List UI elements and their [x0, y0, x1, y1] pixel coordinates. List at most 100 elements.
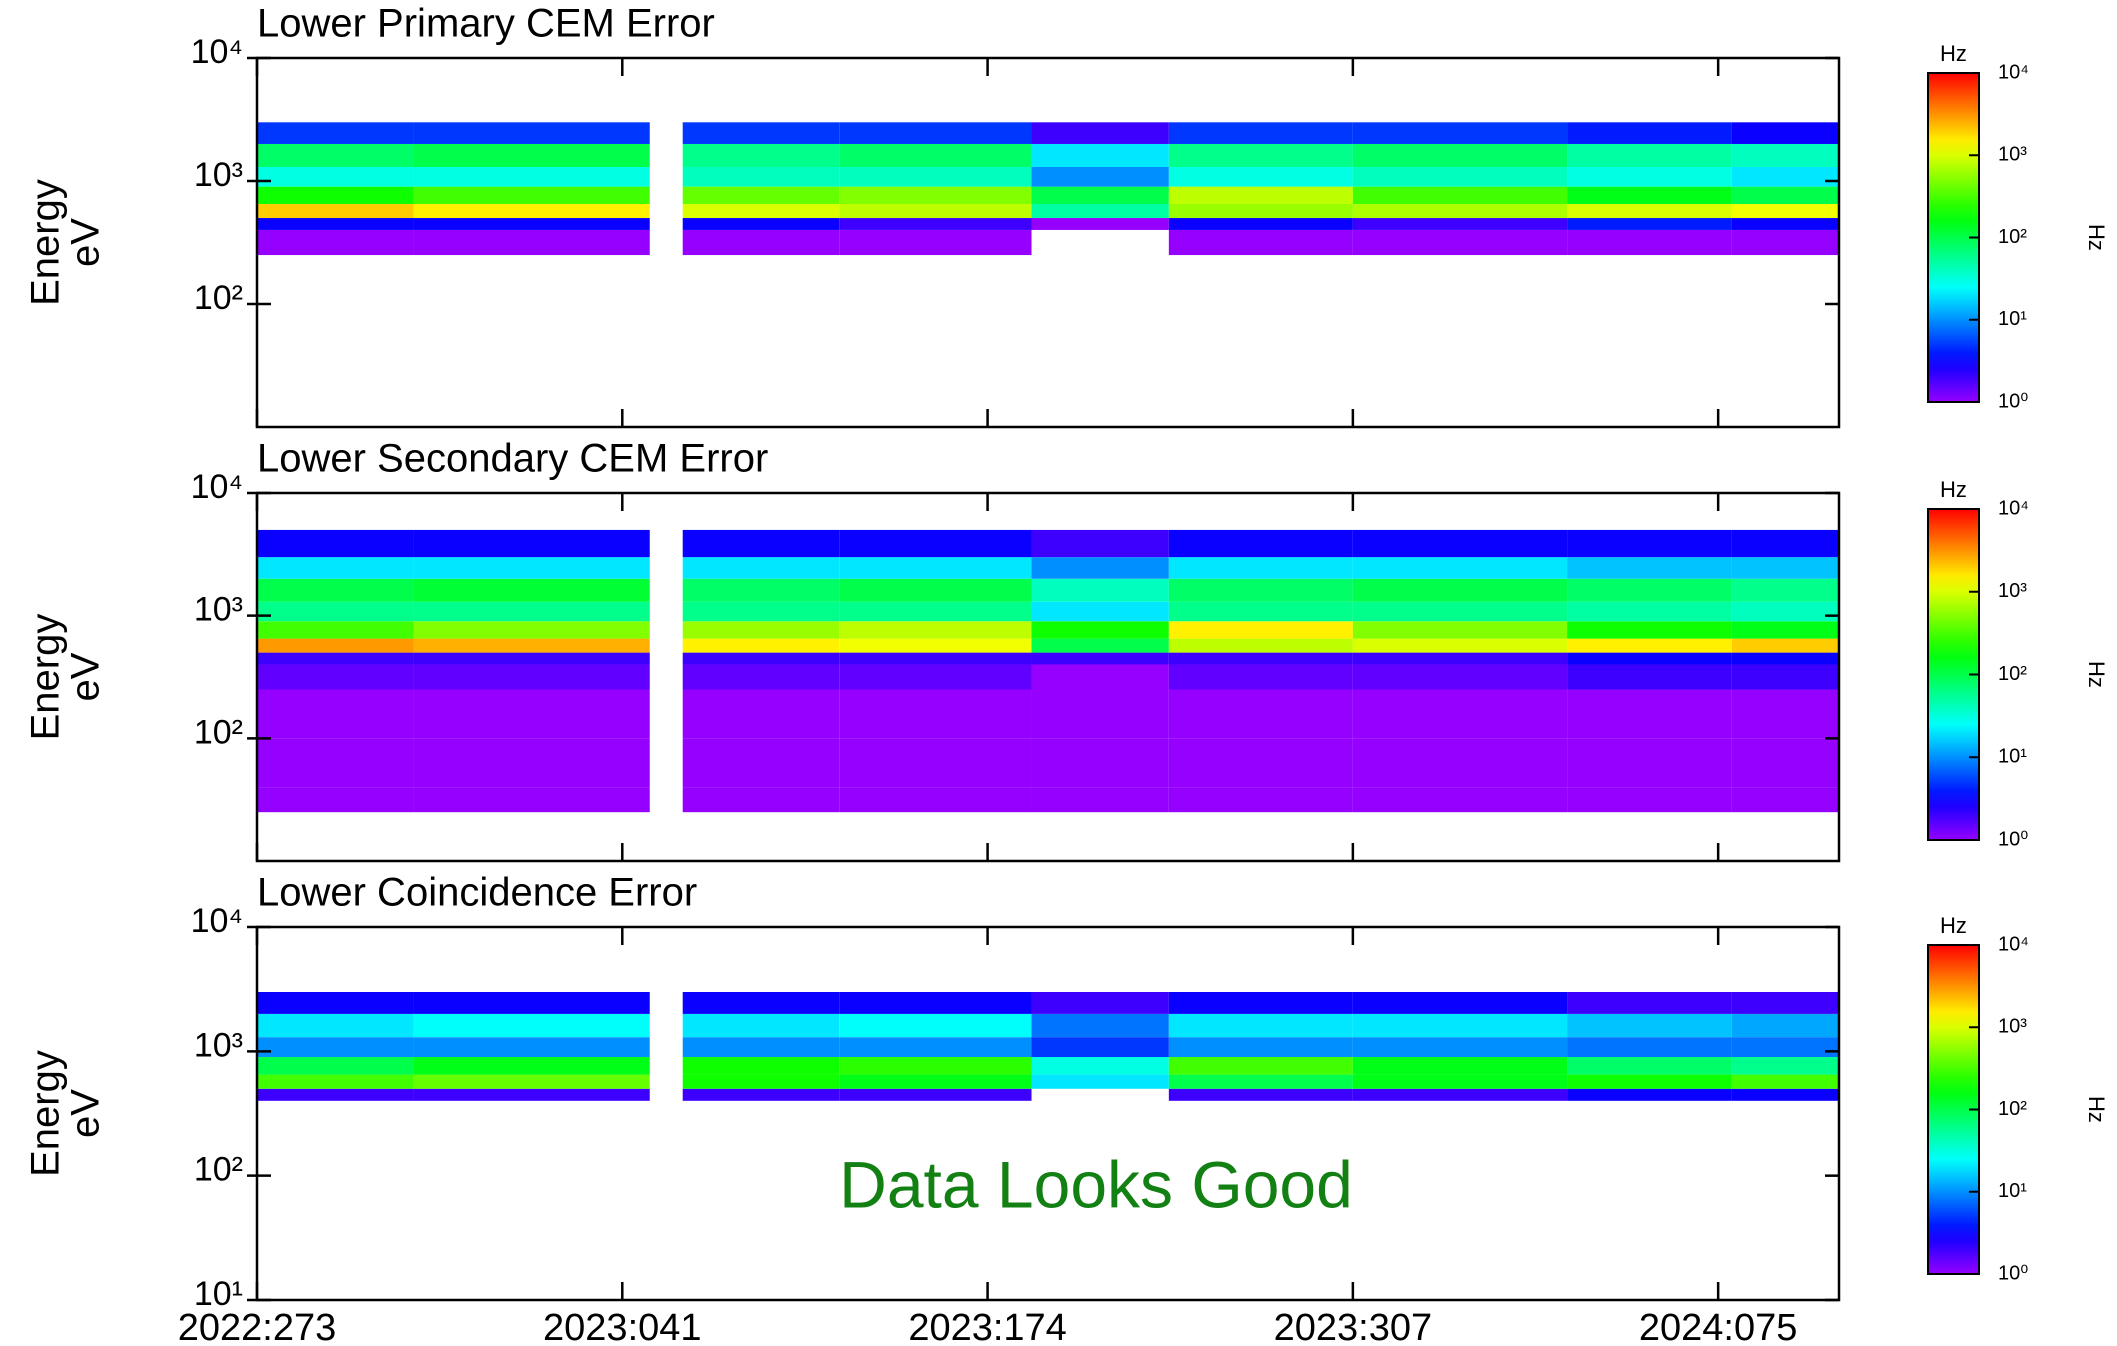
heatmap-cell: [257, 122, 414, 144]
heatmap-cell: [682, 166, 840, 187]
heatmap-cell: [839, 218, 1032, 230]
heatmap-cell: [1567, 621, 1732, 639]
colorbar-tick-label: 10³: [1998, 1016, 2027, 1038]
heatmap-cell: [682, 1037, 840, 1058]
heatmap-cell: [413, 143, 650, 167]
colorbar-tick-label: 10³: [1998, 144, 2027, 166]
heatmap-cell: [682, 218, 840, 230]
heatmap-cell: [1731, 601, 1839, 622]
heatmap-cell: [413, 1074, 650, 1089]
heatmap-cell: [1031, 1057, 1169, 1075]
heatmap-cell: [1567, 664, 1732, 690]
heatmap-cell: [839, 652, 1032, 665]
heatmap-cell: [1731, 738, 1839, 788]
heatmap-cell: [1567, 557, 1732, 579]
heatmap-cell: [1567, 229, 1732, 256]
heatmap-cell: [839, 689, 1032, 739]
heatmap-cell: [1031, 787, 1169, 813]
colorbar-label: Hz: [1940, 477, 1967, 502]
heatmap-cell: [413, 218, 650, 230]
heatmap-cell: [1731, 229, 1839, 256]
heatmap-cell: [1168, 738, 1353, 788]
heatmap-cell: [682, 557, 840, 579]
heatmap-cell: [839, 166, 1032, 187]
heatmap-cell: [1031, 122, 1169, 144]
colorbar-label: Hz: [1940, 913, 1967, 938]
heatmap-cell: [1567, 1037, 1732, 1058]
heatmap-cell: [839, 787, 1032, 813]
heatmap-cell: [682, 787, 840, 813]
heatmap-cell: [257, 166, 414, 187]
heatmap-cell: [1031, 166, 1169, 187]
heatmap-cell: [1168, 229, 1353, 256]
heatmap-cell: [1352, 186, 1568, 205]
heatmap-cell: [839, 738, 1032, 788]
heatmap-cell: [1168, 143, 1353, 167]
heatmap-cell: [1731, 1088, 1839, 1101]
y-tick-label: 10²: [194, 1151, 243, 1189]
heatmap-cell: [1031, 652, 1169, 665]
x-tick-label: 2023:174: [908, 1307, 1067, 1346]
x-tick-label: 2022:273: [178, 1307, 337, 1346]
heatmap-cell: [1567, 218, 1732, 230]
plot-frame: [255, 491, 1841, 863]
heatmap-cell: [413, 1088, 650, 1101]
heatmap-cell: [839, 992, 1032, 1014]
heatmap-cell: [682, 122, 840, 144]
heatmap-cell: [1168, 1074, 1353, 1089]
heatmap-cell: [1567, 186, 1732, 205]
heatmap-cell: [1731, 218, 1839, 230]
annotation: Data Looks Good: [839, 1147, 1353, 1221]
heatmap-cell: [1168, 186, 1353, 205]
heatmap-cell: [1352, 529, 1568, 558]
heatmap-cell: [413, 638, 650, 653]
heatmap-cell: [839, 122, 1032, 144]
heatmap-cell: [1168, 1013, 1353, 1038]
heatmap-cell: [1731, 787, 1839, 813]
heatmap-cell: [1352, 1088, 1568, 1101]
heatmap-cell: [257, 557, 414, 579]
heatmap-cell: [257, 143, 414, 167]
y-tick-label: 10⁴: [191, 902, 243, 940]
heatmap-cell: [1567, 166, 1732, 187]
heatmap-cell: [257, 652, 414, 665]
heatmap-cell: [413, 664, 650, 690]
heatmap-cell: [839, 1088, 1032, 1101]
heatmap-cell: [682, 1088, 840, 1101]
heatmap-cell: [1031, 529, 1169, 558]
heatmap-cell: [1567, 1088, 1732, 1101]
y-tick-label: 10⁴: [191, 33, 243, 71]
heatmap-cell: [839, 186, 1032, 205]
colorbar-tick-label: 10²: [1998, 1098, 2027, 1120]
colorbar-tick-label: 10¹: [1998, 746, 2027, 768]
heatmap-cell: [257, 992, 414, 1014]
y-axis-unit: eV: [64, 218, 108, 267]
heatmap-cell: [682, 143, 840, 167]
heatmap-cell: [1168, 689, 1353, 739]
heatmap-cell: [1168, 652, 1353, 665]
heatmap-cell: [1731, 578, 1839, 602]
heatmap-cell: [682, 1013, 840, 1038]
colorbar-tick-label: 10¹: [1998, 308, 2027, 330]
heatmap-cell: [1567, 992, 1732, 1014]
heatmap-cell: [839, 557, 1032, 579]
heatmap-cell: [1168, 204, 1353, 219]
heatmap-cell: [413, 529, 650, 558]
heatmap-cell: [1731, 166, 1839, 187]
heatmap-cell: [1352, 601, 1568, 622]
heatmap-cell: [1352, 229, 1568, 256]
heatmap-cell: [1352, 143, 1568, 167]
heatmap-cell: [1168, 664, 1353, 690]
heatmap-cell: [257, 689, 414, 739]
heatmap-cell: [1352, 1074, 1568, 1089]
heatmap-cell: [257, 1074, 414, 1089]
heatmap-cell: [257, 229, 414, 256]
heatmap-cell: [1031, 1074, 1169, 1089]
heatmap-cell: [1567, 1074, 1732, 1089]
heatmap-cell: [1731, 992, 1839, 1014]
heatmap-cell: [1731, 621, 1839, 639]
panel-title: Lower Secondary CEM Error: [257, 437, 768, 481]
heatmap-cell: [1731, 1074, 1839, 1089]
heatmap-cell: [839, 229, 1032, 256]
